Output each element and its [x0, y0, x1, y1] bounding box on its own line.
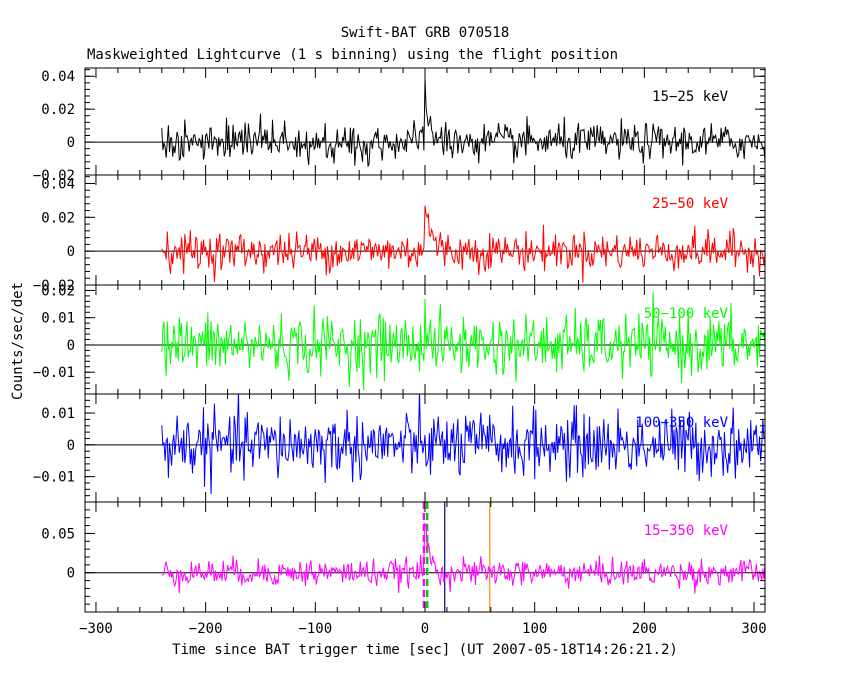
y-tick-label-15-350-kev: 0.05 — [41, 526, 75, 542]
panel-label-50-100-kev: 50−100 keV — [644, 306, 729, 322]
y-tick-label-15-25-kev: 0.04 — [41, 69, 75, 85]
panel-label-15-25-kev: 15−25 keV — [652, 89, 728, 105]
y-tick-label-15-350-kev: 0 — [67, 566, 75, 582]
y-tick-label-100-350-kev: 0.01 — [41, 406, 75, 422]
y-tick-label-100-350-kev: 0 — [67, 438, 75, 454]
x-tick-label: −300 — [79, 621, 113, 637]
panel-label-100-350-kev: 100−350 keV — [635, 415, 728, 431]
panel-frame-25-50-kev — [84, 174, 766, 286]
series-line-50-100-kev — [161, 291, 765, 391]
series-line-15-25-kev — [161, 77, 765, 167]
panel-label-25-50-kev: 25−50 keV — [652, 196, 728, 212]
y-tick-label-15-25-kev: 0.02 — [41, 102, 75, 118]
y-tick-label-15-25-kev: 0 — [67, 135, 75, 151]
x-axis-label: Time since BAT trigger time [sec] (UT 20… — [172, 642, 678, 658]
y-tick-label-50-100-kev: 0.02 — [41, 283, 75, 299]
y-tick-label-25-50-kev: 0.04 — [41, 176, 75, 192]
x-tick-label: 200 — [632, 621, 657, 637]
series-line-100-350-kev — [161, 394, 765, 494]
plot-area: −0.02 0 0.02 0.04 15−25 keV −0.02 0 0.02 0.04 25−… — [33, 67, 767, 637]
x-tick-label: 0 — [421, 621, 429, 637]
y-tick-label-50-100-kev: −0.01 — [33, 365, 75, 381]
y-tick-label-50-100-kev: 0 — [67, 338, 75, 354]
y-tick-label-100-350-kev: −0.01 — [33, 470, 75, 486]
x-tick-label: 100 — [522, 621, 547, 637]
y-axis-label: Counts/sec/det — [10, 282, 26, 400]
panel-label-15-350-kev: 15−350 keV — [644, 523, 729, 539]
y-tick-label-25-50-kev: 0.02 — [41, 210, 75, 226]
y-tick-label-50-100-kev: 0.01 — [41, 311, 75, 327]
y-tick-label-25-50-kev: −0.02 — [33, 278, 75, 294]
chart-title: Swift-BAT GRB 070518 — [341, 25, 510, 41]
chart-subtitle: Maskweighted Lightcurve (1 s binning) us… — [87, 47, 618, 63]
series-line-15-350-kev — [161, 522, 765, 594]
x-tick-label: −200 — [189, 621, 223, 637]
y-tick-label-15-25-kev: −0.02 — [33, 168, 75, 184]
x-tick-label: 300 — [741, 621, 766, 637]
x-tick-label: −100 — [298, 621, 332, 637]
y-tick-label-25-50-kev: 0 — [67, 244, 75, 260]
series-line-25-50-kev — [161, 205, 765, 283]
